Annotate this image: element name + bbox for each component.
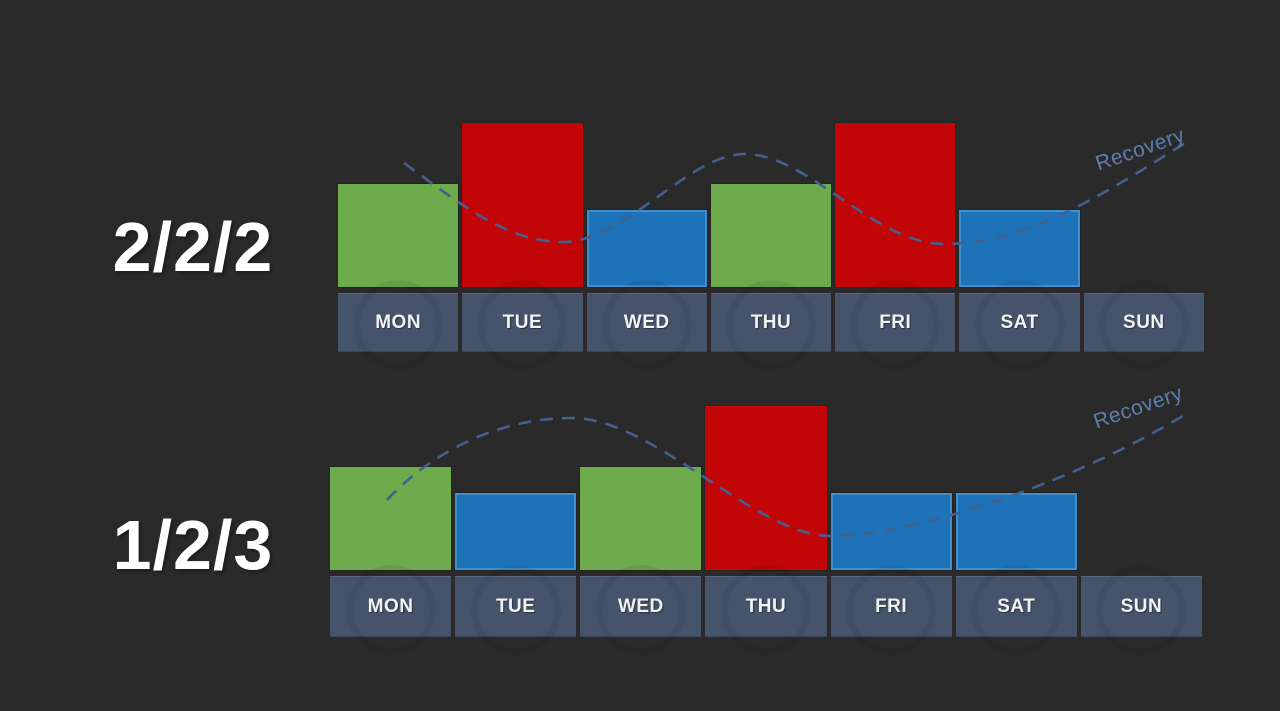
intensity-bar-mon-green	[330, 467, 452, 570]
day-cell-fri: FRI	[830, 576, 952, 637]
weekly-chart-123: MON TUE WED THU FRI SAT SUN	[330, 405, 1202, 637]
intensity-bar-thu-green	[710, 184, 832, 287]
intensity-bar-thu-red	[705, 406, 827, 570]
day-cell-fri: FRI	[835, 293, 956, 352]
day-label: THU	[750, 311, 792, 333]
intensity-bar-tue-red	[462, 123, 583, 287]
day-cell-tue: TUE	[462, 293, 583, 352]
intensity-bar-fri-red	[835, 123, 956, 287]
intensity-bar-fri-blue	[830, 493, 952, 570]
day-label: MON	[367, 595, 414, 617]
intensity-bar-sat-blue	[955, 493, 1077, 570]
day-label: TUE	[495, 595, 536, 617]
day-label: WED	[617, 595, 664, 617]
day-cell-mon: MON	[338, 293, 459, 352]
day-label: FRI	[879, 311, 912, 333]
day-cell-sat: SAT	[959, 293, 1080, 352]
day-label: SAT	[1000, 311, 1039, 333]
intensity-bar-sat-blue	[959, 210, 1080, 287]
intensity-bar-tue-blue	[455, 493, 577, 570]
day-label: FRI	[875, 595, 908, 617]
bars-area	[338, 122, 1204, 287]
intensity-bar-mon-green	[338, 184, 459, 287]
day-label: TUE	[502, 311, 543, 333]
day-label: SUN	[1123, 311, 1165, 333]
intensity-bar-wed-green	[580, 467, 702, 570]
day-cell-tue: TUE	[455, 576, 577, 637]
day-cell-sat: SAT	[955, 576, 1077, 637]
day-label: SUN	[1120, 595, 1163, 617]
ratio-label-123: 1/2/3	[112, 506, 274, 584]
day-label: SAT	[997, 595, 1036, 617]
day-cell-wed: WED	[586, 293, 707, 352]
weekly-chart-222: MON TUE WED THU FRI SAT SUN	[338, 122, 1204, 352]
day-label: WED	[623, 311, 670, 333]
day-cell-sun: SUN	[1080, 576, 1202, 637]
day-cell-thu: THU	[710, 293, 832, 352]
day-label: MON	[375, 311, 422, 333]
day-cell-thu: THU	[705, 576, 827, 637]
day-cell-wed: WED	[580, 576, 702, 637]
day-strip: MON TUE WED THU FRI SAT SUN	[338, 293, 1204, 352]
day-cell-sun: SUN	[1083, 293, 1204, 352]
day-strip: MON TUE WED THU FRI SAT SUN	[330, 576, 1202, 637]
ratio-label-222: 2/2/2	[112, 208, 274, 286]
bars-area	[330, 405, 1202, 570]
day-cell-mon: MON	[330, 576, 452, 637]
day-label: THU	[745, 595, 787, 617]
intensity-bar-wed-blue	[586, 210, 707, 287]
